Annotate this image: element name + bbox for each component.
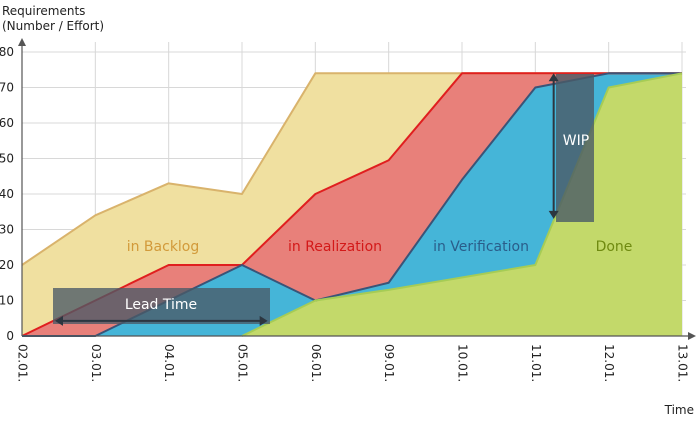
- y-tick-60: 60: [0, 116, 14, 130]
- area-series: [22, 73, 682, 337]
- region-labels: in Backlog in Realization in Verification D…: [127, 239, 633, 255]
- x-axis-title: Time: [664, 403, 694, 417]
- y-axis-title-line-1: Requirements: [2, 4, 86, 18]
- y-axis-title-line-2: (Number / Effort): [2, 19, 105, 33]
- x-tick-5: 09.01.: [382, 344, 396, 382]
- y-tick-80: 80: [0, 45, 14, 59]
- x-tick-6: 10.01.: [456, 344, 470, 382]
- x-tick-9: 13.01.: [676, 344, 690, 382]
- x-tick-8: 12.01.: [602, 344, 616, 382]
- wip-box: [556, 74, 594, 222]
- x-axis-arrow: [688, 332, 696, 340]
- area-in-realization: [22, 73, 682, 337]
- y-tick-40: 40: [0, 187, 14, 201]
- x-tick-7: 11.01.: [529, 344, 543, 382]
- lead-time-box: [53, 288, 270, 324]
- x-tick-0: 02.01.: [16, 344, 30, 382]
- label-in-verification: in Verification: [433, 239, 529, 255]
- lead-time-label: Lead Time: [125, 297, 197, 313]
- label-in-realization: in Realization: [288, 239, 382, 255]
- line-done: [241, 72, 683, 337]
- y-tick-20: 20: [0, 258, 14, 272]
- lead-time-arrow-left: [55, 315, 63, 326]
- lead-time-arrow-right: [259, 315, 268, 326]
- area-in-backlog: [22, 73, 682, 337]
- x-tick-2: 04.01.: [162, 344, 176, 382]
- y-axis-arrow: [18, 38, 26, 46]
- wip-arrow-top: [548, 73, 559, 82]
- y-tick-30: 30: [0, 223, 14, 237]
- y-tick-10: 10: [0, 294, 14, 308]
- tick-labels: 0 10 20 30 40 50 60 70 80 02.01. 03.01. 04.01. 05.01…: [0, 45, 690, 382]
- label-done: Done: [596, 239, 633, 255]
- x-tick-4: 06.01.: [309, 344, 323, 382]
- wip-arrow-bottom: [548, 210, 559, 219]
- line-in-realization: [21, 72, 682, 337]
- area-in-verification: [22, 73, 682, 337]
- annotations: Lead Time WIP: [53, 73, 594, 326]
- x-tick-3: 05.01.: [236, 344, 250, 382]
- y-tick-0: 0: [6, 329, 14, 343]
- x-tick-1: 03.01.: [89, 344, 103, 382]
- label-in-backlog: in Backlog: [127, 239, 200, 255]
- axes: [18, 38, 696, 340]
- y-tick-50: 50: [0, 152, 14, 166]
- area-done: [242, 73, 682, 337]
- wip-label: WIP: [563, 133, 589, 149]
- y-tick-70: 70: [0, 81, 14, 95]
